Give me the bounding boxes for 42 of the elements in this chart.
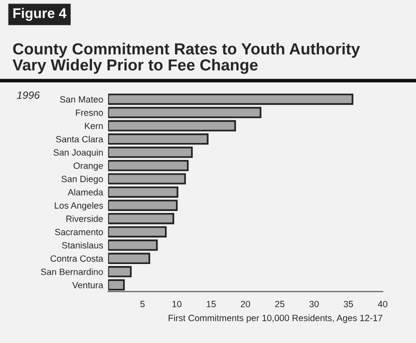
bar (108, 94, 354, 105)
y-tick-label: Alameda (68, 188, 104, 196)
y-tick-label: Kern (84, 122, 103, 130)
x-tick-label: 25 (275, 300, 284, 308)
x-tick-label: 10 (172, 300, 182, 308)
bar (108, 279, 125, 291)
chart-subtitle: 1996 (16, 91, 40, 99)
bar (108, 212, 174, 224)
y-tick-label: Orange (74, 162, 103, 171)
y-tick-label: San Joaquin (54, 149, 103, 158)
y-tick-label: Santa Clara (56, 136, 104, 142)
bar (108, 252, 150, 264)
bar (108, 160, 189, 172)
bar (108, 186, 178, 198)
y-tick-label: San Diego (62, 176, 103, 184)
bar (108, 226, 167, 238)
x-tick-label: 5 (140, 300, 145, 308)
y-tick-label: Stanislaus (62, 242, 103, 248)
x-tick-label: 30 (309, 300, 319, 308)
y-tick-label: San Bernardino (40, 268, 103, 276)
bar (108, 146, 193, 158)
y-tick-label: Contra Costa (50, 255, 104, 262)
chart-title: County Commitment Rates to Youth Authority Vary Widely Prior to Fee Change (12, 42, 360, 74)
y-tick-label: San Mateo (60, 96, 103, 103)
bar (108, 266, 132, 278)
x-tick-label: 35 (344, 300, 354, 308)
x-tick-label: 15 (206, 300, 216, 308)
bar (108, 173, 186, 184)
caption: Figure 4 (13, 8, 66, 21)
y-tick-label: Los Angeles (54, 202, 103, 210)
bar (108, 240, 158, 251)
y-tick-label: Fresno (76, 110, 103, 116)
y-tick-label: Sacramento (55, 228, 103, 236)
x-tick-label: 40 (378, 300, 388, 308)
y-tick-label: Ventura (72, 282, 104, 288)
x-axis-title: First Commitments per 10,000 Residents, Ages 12-17 (168, 314, 382, 323)
bar (108, 133, 209, 145)
x-tick-label: 20 (240, 300, 250, 308)
y-tick-label: Riverside (66, 215, 103, 222)
bar (108, 106, 262, 118)
bar (108, 120, 236, 132)
bar (108, 200, 178, 211)
